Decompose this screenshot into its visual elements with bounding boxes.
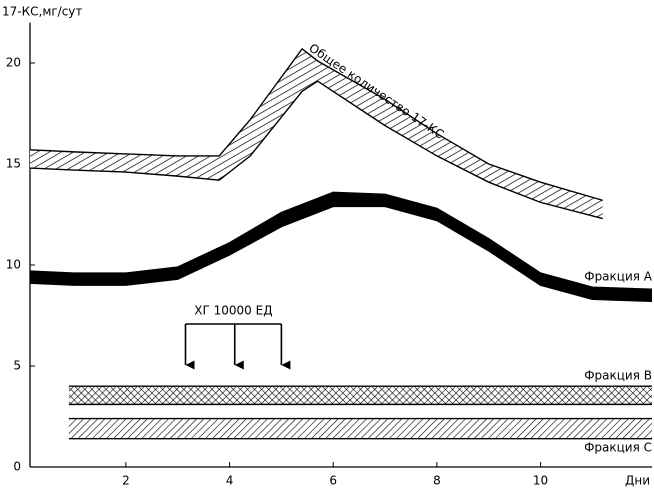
y-tick-label: 15 bbox=[6, 157, 21, 171]
band-lower-edge bbox=[29, 205, 653, 303]
band-upper-edge bbox=[29, 47, 603, 202]
x-tick-label: 4 bbox=[226, 474, 234, 488]
y-tick-label: 5 bbox=[13, 359, 21, 373]
band-lower-edge bbox=[29, 80, 603, 220]
series-label: Фракция А bbox=[584, 270, 653, 284]
series-label: Фракция С bbox=[584, 441, 652, 455]
annotation-text: ХГ 10000 ЕД bbox=[194, 304, 272, 318]
x-tick-label: 10 bbox=[533, 474, 548, 488]
y-tick-label: 10 bbox=[6, 258, 21, 272]
band-fill bbox=[68, 418, 652, 439]
x-tick-label: 2 bbox=[122, 474, 130, 488]
x-tick-label: 6 bbox=[329, 474, 337, 488]
band-upper-edge bbox=[29, 191, 653, 290]
series-label: Общее количество 17-КС bbox=[306, 41, 446, 142]
x-tick-label: 8 bbox=[433, 474, 441, 488]
band-fill bbox=[30, 192, 652, 302]
x-axis-label: Дни bbox=[625, 474, 650, 488]
band-fill bbox=[30, 48, 603, 219]
y-tick-label: 0 bbox=[13, 460, 21, 474]
series-label: Фракция В bbox=[584, 369, 652, 383]
y-axis-label: 17-КС,мг/сут bbox=[2, 5, 82, 19]
band-fill bbox=[68, 386, 652, 405]
y-tick-label: 20 bbox=[6, 56, 21, 70]
